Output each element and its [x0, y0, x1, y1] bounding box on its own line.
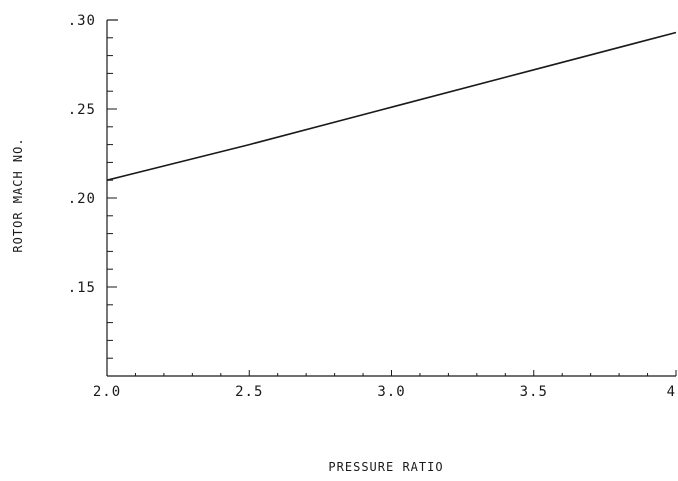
axes: [106, 19, 676, 377]
y-tick-label: .15: [68, 280, 96, 296]
x-axis-title: PRESSURE RATIO: [328, 460, 443, 474]
x-tick-label: 2.0: [93, 384, 121, 400]
x-tick-labels: 2.0 2.5 3.0 3.5 4.: [93, 384, 678, 400]
x-tick-label: 4.: [667, 384, 678, 400]
x-tick-label: 3.5: [520, 384, 548, 400]
series-layer: [106, 31, 677, 181]
x-tick-label: 2.5: [235, 384, 263, 400]
minor-ticks: [106, 19, 677, 377]
x-tick-label: 3.0: [377, 384, 405, 400]
y-tick-label: .20: [68, 191, 96, 207]
series-line: [106, 31, 677, 181]
y-tick-label: .25: [68, 102, 96, 118]
y-tick-label: .30: [68, 13, 96, 29]
y-tick-labels: .15 .20 .25 .30: [68, 13, 96, 296]
y-axis-title: ROTOR MACH NO.: [11, 137, 25, 252]
